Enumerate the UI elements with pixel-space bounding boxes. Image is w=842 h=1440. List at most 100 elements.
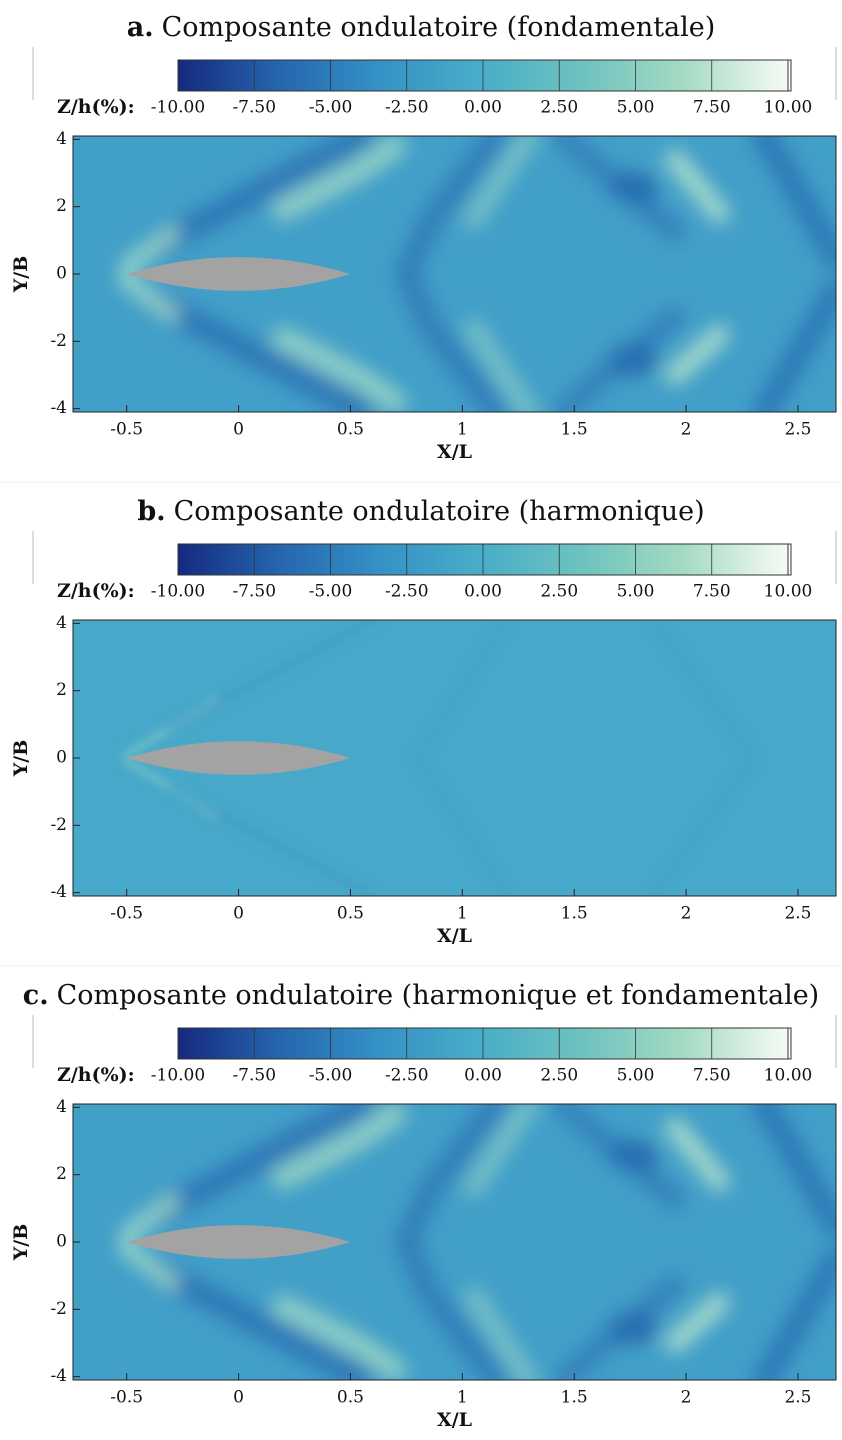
colorbar-tick-label: 5.00 [617, 98, 655, 118]
wave-band [648, 620, 758, 896]
colorbar-tick-label: 0.00 [464, 1066, 502, 1086]
y-tick-label: 4 [56, 129, 67, 149]
wave-band [464, 1104, 539, 1198]
colorbar-tick-label: -2.50 [385, 98, 429, 118]
wave-band [751, 1104, 836, 1239]
panel-label: c. [23, 980, 49, 1011]
wave-band [552, 136, 686, 242]
panel-label: a. [127, 12, 154, 43]
colorbar-tick-label: -5.00 [309, 1066, 353, 1086]
wave-band [147, 136, 375, 257]
colorbar-tick-label: -7.50 [232, 582, 276, 602]
wave-band [552, 1274, 686, 1380]
colorbar-end [787, 543, 792, 576]
hull [126, 741, 351, 775]
colorbar-tick-label: -7.50 [232, 1066, 276, 1086]
x-tick-label: -0.5 [110, 1388, 143, 1408]
x-tick-label: 0.5 [337, 1388, 364, 1408]
x-tick-label: 0 [233, 1388, 244, 1408]
x-tick-label: -0.5 [110, 420, 143, 440]
y-tick-label: -2 [50, 815, 67, 835]
wave-pattern [118, 1104, 836, 1380]
x-tick-label: 2.5 [784, 420, 811, 440]
y-tick-label: 0 [56, 264, 67, 284]
y-tick-label: -4 [50, 1366, 67, 1386]
wave-band [272, 1104, 407, 1190]
wave-band [272, 326, 407, 412]
y-axis-label: Y/B [10, 1224, 32, 1262]
colorbar-tick-label: 2.50 [540, 582, 578, 602]
panel-title: b. Composante ondulatoire (harmonique) [137, 496, 704, 527]
y-axis-label: Y/B [10, 256, 32, 294]
x-tick-label: 1.5 [561, 420, 588, 440]
hull [126, 1225, 351, 1259]
wave-band [464, 318, 539, 412]
x-tick-label: 1.5 [561, 1388, 588, 1408]
contour-field [73, 136, 836, 412]
panel-label: b. [137, 496, 165, 527]
title-text: Composante ondulatoire (harmonique) [174, 496, 705, 527]
panel: b. Composante ondulatoire (harmonique) Z/h… [0, 496, 842, 967]
panel: a. Composante ondulatoire (fondamentale) Z… [0, 12, 842, 483]
wave-pattern [118, 136, 836, 412]
wave-band [394, 1104, 508, 1380]
wave-pattern [122, 620, 758, 896]
title-text: Composante ondulatoire (fondamentale) [162, 12, 716, 43]
y-tick-label: 0 [56, 1232, 67, 1252]
wave-band [118, 272, 180, 323]
y-tick-label: 4 [56, 1097, 67, 1117]
y-tick-label: 0 [56, 748, 67, 768]
hull [126, 257, 351, 291]
colorbar-end [787, 59, 792, 92]
y-tick-label: 2 [56, 1164, 67, 1184]
wave-band [552, 1104, 686, 1210]
wave-band [166, 620, 378, 733]
x-tick-label: 1 [457, 1388, 468, 1408]
wave-band [147, 1259, 375, 1380]
x-tick-label: 0.5 [337, 904, 364, 924]
wave-band [664, 1292, 730, 1353]
wave-band [464, 136, 539, 230]
y-tick-label: -4 [50, 398, 67, 418]
x-tick-label: 0 [233, 904, 244, 924]
colorbar-tick-label: 0.00 [464, 98, 502, 118]
y-tick-label: -2 [50, 331, 67, 351]
panel-title: c. Composante ondulatoire (harmonique et … [23, 980, 819, 1011]
colorbar-tick-label: -5.00 [309, 98, 353, 118]
x-axis-label: X/L [437, 441, 472, 463]
wave-band [751, 1245, 836, 1380]
colorbar-tick-label: 5.00 [617, 582, 655, 602]
x-tick-label: 2 [681, 420, 692, 440]
x-axis-label: X/L [437, 1409, 472, 1431]
colorbar-tick-label: 2.50 [540, 98, 578, 118]
colorbar-label: Z/h(%): [57, 96, 135, 118]
wave-band [118, 225, 180, 276]
colorbar-label: Z/h(%): [57, 580, 135, 602]
title-text: Composante ondulatoire (harmonique et fo… [57, 980, 820, 1011]
y-tick-label: 2 [56, 196, 67, 216]
wave-band [272, 1294, 407, 1380]
panel-title: a. Composante ondulatoire (fondamentale) [127, 12, 716, 43]
wave-band [751, 136, 836, 271]
y-tick-label: 4 [56, 613, 67, 633]
y-tick-label: 2 [56, 680, 67, 700]
colorbar-tick-label: 2.50 [540, 1066, 578, 1086]
colorbar-tick-label: 7.50 [693, 582, 731, 602]
x-tick-label: 2.5 [784, 1388, 811, 1408]
colorbar-tick-label: -10.00 [151, 98, 205, 118]
colorbar-tick-label: 7.50 [693, 1066, 731, 1086]
wave-band [664, 1117, 730, 1192]
contour-field [73, 1104, 836, 1380]
colorbar-tick-label: -2.50 [385, 1066, 429, 1086]
x-tick-label: 2 [681, 1388, 692, 1408]
contour-field [73, 620, 836, 896]
colorbar-tick-label: 5.00 [617, 1066, 655, 1086]
x-tick-label: 2.5 [784, 904, 811, 924]
x-tick-label: 1.5 [561, 904, 588, 924]
x-tick-label: 2 [681, 904, 692, 924]
wave-band [664, 149, 730, 224]
colorbar-tick-label: 7.50 [693, 98, 731, 118]
colorbar-tick-label: 10.00 [764, 582, 813, 602]
wave-band [413, 620, 512, 896]
